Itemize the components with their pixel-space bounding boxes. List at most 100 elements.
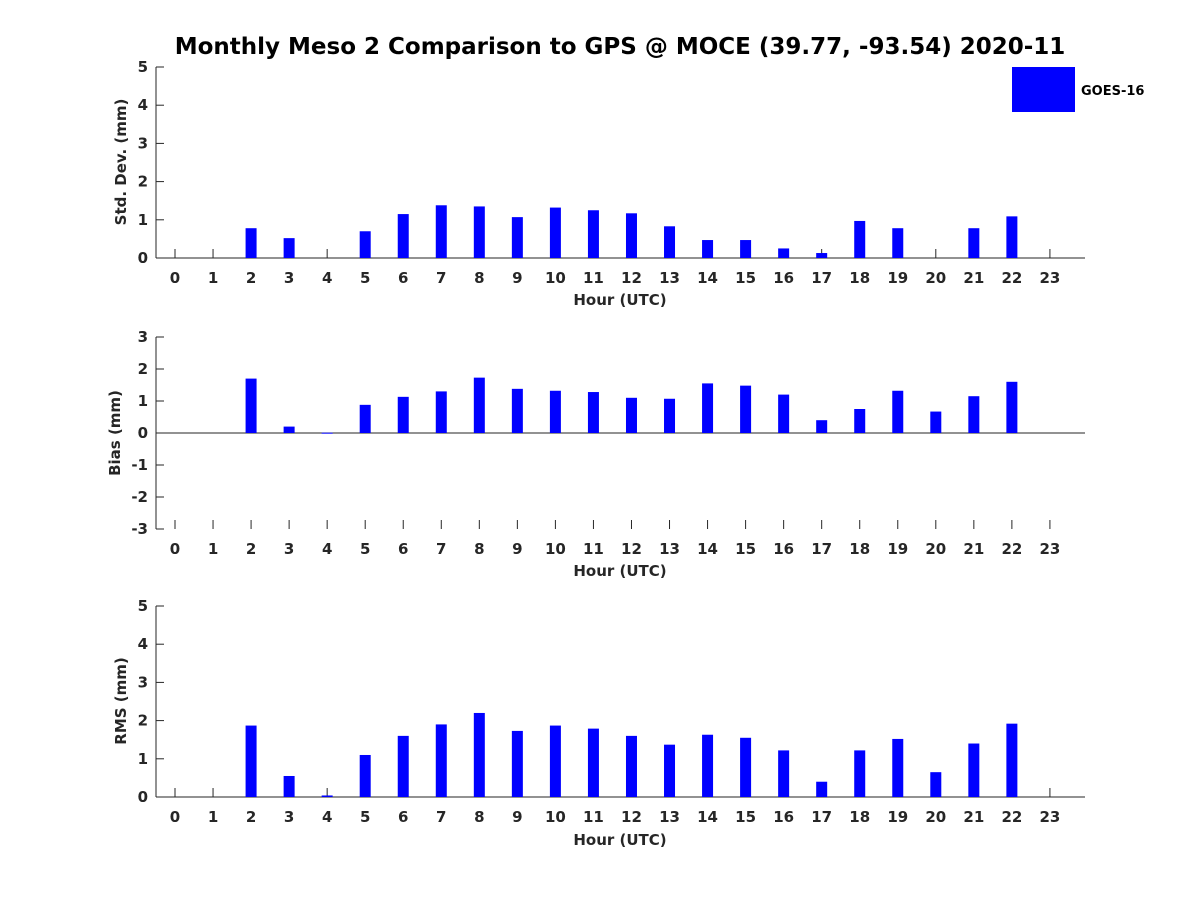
std-dev-x-tick-label: 13: [659, 269, 680, 287]
std-dev-y-tick-label: 1: [138, 211, 148, 229]
std-dev-x-tick-label: 3: [284, 269, 294, 287]
rms-x-tick-label: 23: [1039, 808, 1060, 826]
std-dev-y-tick-label: 5: [138, 58, 148, 76]
std-dev-x-tick-label: 1: [208, 269, 218, 287]
bias-x-tick-label: 6: [398, 540, 408, 558]
bias-x-tick-label: 16: [773, 540, 794, 558]
std-dev-x-tick-label: 5: [360, 269, 370, 287]
chart-title: Monthly Meso 2 Comparison to GPS @ MOCE …: [175, 34, 1066, 60]
rms-x-tick-label: 20: [925, 808, 946, 826]
rms-x-tick-label: 10: [545, 808, 566, 826]
std-dev-bar: [245, 228, 257, 258]
std-dev-x-tick-label: 12: [621, 269, 642, 287]
bias-bar: [397, 396, 409, 433]
rms-bar: [435, 724, 447, 797]
bias-y-tick-label: -3: [131, 520, 148, 538]
rms-y-tick-label: 5: [138, 597, 148, 615]
bias-x-tick-label: 2: [246, 540, 256, 558]
rms-x-tick-label: 12: [621, 808, 642, 826]
legend-swatch: [1012, 67, 1075, 112]
rms-bar: [892, 738, 904, 797]
std-dev-x-tick-label: 9: [512, 269, 522, 287]
bias-bar: [321, 432, 333, 434]
std-dev-bar: [397, 214, 409, 258]
bias-bar: [664, 398, 676, 433]
std-dev-x-tick-label: 18: [849, 269, 870, 287]
std-dev-x-tick-label: 22: [1001, 269, 1022, 287]
bias-x-tick-label: 1: [208, 540, 218, 558]
rms-y-tick-label: 1: [138, 750, 148, 768]
rms-bar: [854, 750, 866, 797]
std-dev-x-tick-label: 23: [1039, 269, 1060, 287]
rms-bar: [245, 725, 257, 797]
std-dev-bar: [854, 220, 866, 258]
rms-bar: [625, 735, 637, 797]
bias-bar: [359, 404, 371, 433]
std-dev-y-tick-label: 4: [138, 96, 148, 114]
bias-bar: [930, 411, 942, 433]
rms-x-tick-label: 22: [1001, 808, 1022, 826]
rms-x-tick-label: 14: [697, 808, 718, 826]
bias-y-tick-label: -1: [131, 456, 148, 474]
rms-bar: [1006, 723, 1018, 797]
std-dev-bar: [511, 217, 523, 258]
rms-bar: [664, 744, 676, 797]
std-dev-bar: [968, 228, 980, 258]
bias-x-tick-label: 10: [545, 540, 566, 558]
std-dev-x-tick-label: 0: [170, 269, 180, 287]
rms-bar: [549, 725, 561, 797]
rms-x-tick-label: 3: [284, 808, 294, 826]
rms-bar: [816, 781, 828, 797]
rms-x-tick-label: 15: [735, 808, 756, 826]
bias-y-label: Bias (mm): [106, 390, 124, 476]
std-dev-bar: [473, 206, 485, 258]
bias-x-tick-label: 3: [284, 540, 294, 558]
legend-label: GOES-16: [1081, 84, 1144, 99]
rms-x-tick-label: 21: [963, 808, 984, 826]
rms-x-tick-label: 16: [773, 808, 794, 826]
std-dev-x-tick-label: 6: [398, 269, 408, 287]
bias-x-tick-label: 9: [512, 540, 522, 558]
std-dev-bar: [625, 213, 637, 258]
bias-bar: [625, 397, 637, 433]
bias-y-tick-label: -2: [131, 488, 148, 506]
std-dev-x-tick-label: 20: [925, 269, 946, 287]
bias-x-tick-label: 22: [1001, 540, 1022, 558]
rms-x-tick-label: 7: [436, 808, 446, 826]
bias-bar: [854, 409, 866, 433]
rms-x-tick-label: 6: [398, 808, 408, 826]
rms-x-tick-label: 11: [583, 808, 604, 826]
bias-x-tick-label: 7: [436, 540, 446, 558]
rms-x-tick-label: 2: [246, 808, 256, 826]
bias-x-tick-label: 17: [811, 540, 832, 558]
bias-y-tick-label: 1: [138, 392, 148, 410]
bias-y-tick-label: 3: [138, 328, 148, 346]
rms-bar: [397, 735, 409, 797]
bias-x-tick-label: 14: [697, 540, 718, 558]
bias-bar: [968, 396, 980, 433]
bias-x-tick-label: 23: [1039, 540, 1060, 558]
std-dev-x-tick-label: 16: [773, 269, 794, 287]
std-dev-bar: [283, 238, 295, 258]
rms-x-tick-label: 8: [474, 808, 484, 826]
bias-x-tick-label: 8: [474, 540, 484, 558]
bias-x-tick-label: 5: [360, 540, 370, 558]
bias-x-tick-label: 20: [925, 540, 946, 558]
std-dev-y-tick-label: 0: [138, 249, 148, 267]
std-dev-bar: [664, 226, 676, 258]
bias-bar: [702, 383, 714, 433]
bias-bar: [549, 390, 561, 433]
std-dev-y-tick-label: 2: [138, 173, 148, 191]
rms-x-tick-label: 9: [512, 808, 522, 826]
rms-bar: [511, 730, 523, 797]
std-dev-bar: [778, 248, 790, 258]
rms-x-tick-label: 13: [659, 808, 680, 826]
rms-x-label: Hour (UTC): [573, 831, 666, 849]
rms-x-tick-label: 1: [208, 808, 218, 826]
rms-y-tick-label: 3: [138, 673, 148, 691]
std-dev-x-tick-label: 10: [545, 269, 566, 287]
